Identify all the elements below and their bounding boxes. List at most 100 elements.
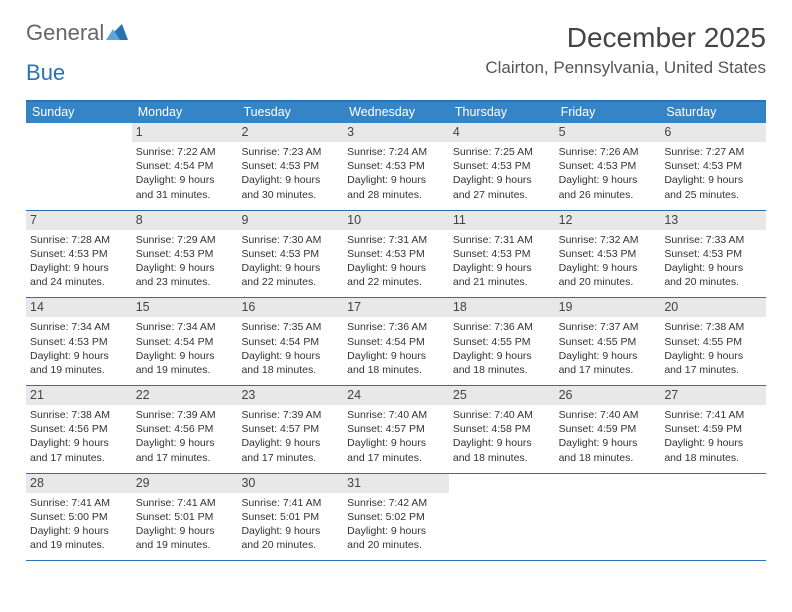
sunset-text: Sunset: 4:53 PM <box>559 159 657 173</box>
daylight-line2: and 21 minutes. <box>453 275 551 289</box>
sunrise-text: Sunrise: 7:41 AM <box>136 496 234 510</box>
day-cell: 26Sunrise: 7:40 AMSunset: 4:59 PMDayligh… <box>555 386 661 473</box>
daylight-line1: Daylight: 9 hours <box>136 349 234 363</box>
sunset-text: Sunset: 5:01 PM <box>241 510 339 524</box>
daylight-line2: and 18 minutes. <box>453 451 551 465</box>
daylight-line1: Daylight: 9 hours <box>347 349 445 363</box>
daylight-line2: and 17 minutes. <box>559 363 657 377</box>
sunrise-text: Sunrise: 7:40 AM <box>453 408 551 422</box>
day-info: Sunrise: 7:41 AMSunset: 5:00 PMDaylight:… <box>30 496 128 553</box>
day-info: Sunrise: 7:26 AMSunset: 4:53 PMDaylight:… <box>559 145 657 202</box>
sunrise-text: Sunrise: 7:30 AM <box>241 233 339 247</box>
sunrise-text: Sunrise: 7:31 AM <box>347 233 445 247</box>
daylight-line1: Daylight: 9 hours <box>30 524 128 538</box>
day-info: Sunrise: 7:40 AMSunset: 4:58 PMDaylight:… <box>453 408 551 465</box>
sunrise-text: Sunrise: 7:35 AM <box>241 320 339 334</box>
day-number: 4 <box>449 123 555 142</box>
daylight-line2: and 17 minutes. <box>347 451 445 465</box>
daylight-line1: Daylight: 9 hours <box>241 349 339 363</box>
sunrise-text: Sunrise: 7:42 AM <box>347 496 445 510</box>
daylight-line2: and 17 minutes. <box>241 451 339 465</box>
day-number <box>449 474 555 493</box>
daylight-line2: and 18 minutes. <box>559 451 657 465</box>
daylight-line1: Daylight: 9 hours <box>136 436 234 450</box>
sunset-text: Sunset: 4:53 PM <box>347 159 445 173</box>
sunset-text: Sunset: 4:55 PM <box>664 335 762 349</box>
day-cell: 1Sunrise: 7:22 AMSunset: 4:54 PMDaylight… <box>132 123 238 210</box>
dow-header-row: Sunday Monday Tuesday Wednesday Thursday… <box>26 102 766 123</box>
sunrise-text: Sunrise: 7:40 AM <box>347 408 445 422</box>
sunset-text: Sunset: 4:54 PM <box>241 335 339 349</box>
day-cell: 4 Sunrise: 7:25 AMSunset: 4:53 PMDaylight… <box>449 123 555 210</box>
day-number: 21 <box>26 386 132 405</box>
sunset-text: Sunset: 4:59 PM <box>559 422 657 436</box>
day-cell: 20Sunrise: 7:38 AMSunset: 4:55 PMDayligh… <box>660 298 766 385</box>
day-cell: 21 Sunrise: 7:38 AMSunset: 4:56 PMDayligh… <box>26 386 132 473</box>
day-number: 6 <box>660 123 766 142</box>
day-info: Sunrise: 7:32 AMSunset: 4:53 PMDaylight:… <box>559 233 657 290</box>
sunset-text: Sunset: 4:59 PM <box>664 422 762 436</box>
day-info: Sunrise: 7:30 AMSunset: 4:53 PMDaylight:… <box>241 233 339 290</box>
week-row: 14Sunrise: 7:34 AMSunset: 4:53 PMDayligh… <box>26 298 766 386</box>
sunset-text: Sunset: 5:01 PM <box>136 510 234 524</box>
day-number: 23 <box>237 386 343 405</box>
week-row: 21Sunrise: 7:38 AMSunset: 4:56 PMDayligh… <box>26 386 766 474</box>
day-info: Sunrise: 7:33 AMSunset: 4:53 PMDaylight:… <box>664 233 762 290</box>
sunrise-text: Sunrise: 7:33 AM <box>664 233 762 247</box>
sunrise-text: Sunrise: 7:31 AM <box>453 233 551 247</box>
day-info: Sunrise: 7:27 AMSunset: 4:53 PMDaylight:… <box>664 145 762 202</box>
day-number: 12 <box>555 211 661 230</box>
daylight-line1: Daylight: 9 hours <box>559 261 657 275</box>
day-cell: 29Sunrise: 7:41 AMSunset: 5:01 PMDayligh… <box>132 474 238 561</box>
daylight-line2: and 17 minutes. <box>664 363 762 377</box>
sunset-text: Sunset: 4:53 PM <box>30 335 128 349</box>
daylight-line1: Daylight: 9 hours <box>453 261 551 275</box>
day-number <box>660 474 766 493</box>
daylight-line1: Daylight: 9 hours <box>347 173 445 187</box>
sunset-text: Sunset: 4:53 PM <box>559 247 657 261</box>
sunset-text: Sunset: 5:02 PM <box>347 510 445 524</box>
daylight-line2: and 22 minutes. <box>241 275 339 289</box>
day-info: Sunrise: 7:25 AMSunset: 4:53 PMDaylight:… <box>453 145 551 202</box>
daylight-line2: and 23 minutes. <box>136 275 234 289</box>
logo-triangle-icon <box>106 22 128 44</box>
day-number: 5 <box>555 123 661 142</box>
sunrise-text: Sunrise: 7:27 AM <box>664 145 762 159</box>
sunset-text: Sunset: 4:55 PM <box>559 335 657 349</box>
day-info: Sunrise: 7:31 AMSunset: 4:53 PMDaylight:… <box>347 233 445 290</box>
day-number: 16 <box>237 298 343 317</box>
sunset-text: Sunset: 4:56 PM <box>30 422 128 436</box>
sunset-text: Sunset: 4:53 PM <box>664 247 762 261</box>
logo-text-1: General <box>26 22 104 44</box>
daylight-line1: Daylight: 9 hours <box>347 436 445 450</box>
sunrise-text: Sunrise: 7:38 AM <box>30 408 128 422</box>
day-cell: 6 Sunrise: 7:27 AMSunset: 4:53 PMDaylight… <box>660 123 766 210</box>
dow-sunday: Sunday <box>26 102 132 123</box>
day-cell: 14Sunrise: 7:34 AMSunset: 4:53 PMDayligh… <box>26 298 132 385</box>
sunrise-text: Sunrise: 7:36 AM <box>453 320 551 334</box>
day-cell: 10Sunrise: 7:31 AMSunset: 4:53 PMDayligh… <box>343 211 449 298</box>
day-number <box>555 474 661 493</box>
daylight-line1: Daylight: 9 hours <box>30 349 128 363</box>
daylight-line1: Daylight: 9 hours <box>136 261 234 275</box>
sunset-text: Sunset: 4:53 PM <box>241 159 339 173</box>
sunrise-text: Sunrise: 7:41 AM <box>241 496 339 510</box>
sunrise-text: Sunrise: 7:39 AM <box>241 408 339 422</box>
day-number <box>26 123 132 142</box>
sunset-text: Sunset: 4:57 PM <box>347 422 445 436</box>
dow-friday: Friday <box>555 102 661 123</box>
day-info: Sunrise: 7:38 AMSunset: 4:56 PMDaylight:… <box>30 408 128 465</box>
day-number: 17 <box>343 298 449 317</box>
sunrise-text: Sunrise: 7:34 AM <box>136 320 234 334</box>
day-number: 8 <box>132 211 238 230</box>
day-cell: 23Sunrise: 7:39 AMSunset: 4:57 PMDayligh… <box>237 386 343 473</box>
day-cell: 5 Sunrise: 7:26 AMSunset: 4:53 PMDaylight… <box>555 123 661 210</box>
daylight-line1: Daylight: 9 hours <box>453 436 551 450</box>
daylight-line2: and 19 minutes. <box>136 538 234 552</box>
daylight-line1: Daylight: 9 hours <box>453 349 551 363</box>
day-number: 9 <box>237 211 343 230</box>
day-cell: 13Sunrise: 7:33 AMSunset: 4:53 PMDayligh… <box>660 211 766 298</box>
day-info: Sunrise: 7:28 AMSunset: 4:53 PMDaylight:… <box>30 233 128 290</box>
daylight-line1: Daylight: 9 hours <box>241 436 339 450</box>
sunset-text: Sunset: 4:54 PM <box>136 335 234 349</box>
